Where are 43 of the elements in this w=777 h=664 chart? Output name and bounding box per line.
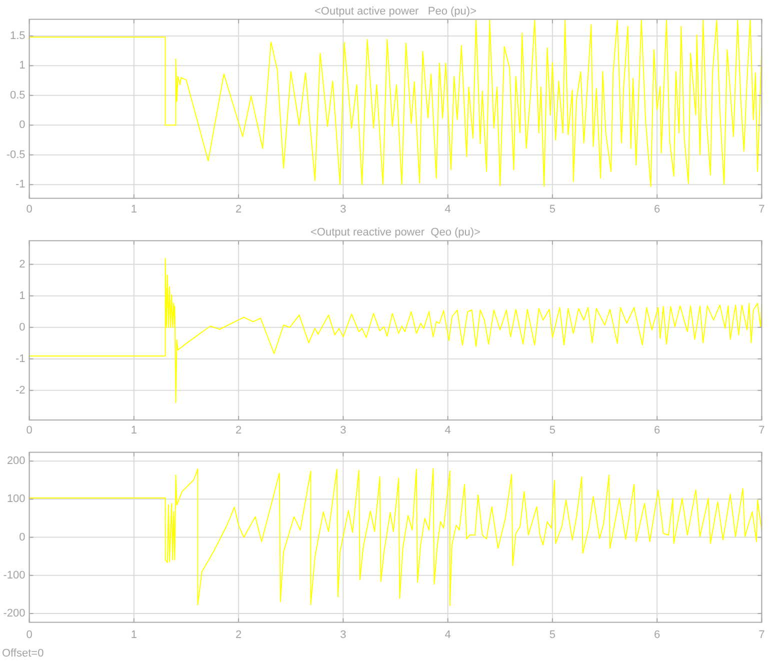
x-tick-label: 6 bbox=[654, 424, 660, 437]
chart-title: <Output active power Peo (pu)> bbox=[314, 5, 477, 18]
y-tick-label: 0 bbox=[19, 119, 26, 132]
y-tick-label: 100 bbox=[6, 493, 26, 506]
x-tick-label: 4 bbox=[444, 203, 451, 216]
y-tick-label: -100 bbox=[3, 569, 26, 582]
y-tick-label: 0.5 bbox=[10, 89, 26, 102]
x-tick-label: 2 bbox=[235, 629, 242, 641]
y-tick-label: -200 bbox=[3, 608, 26, 620]
y-tick-label: 0 bbox=[19, 531, 26, 544]
text: Offset=0 bbox=[2, 647, 44, 660]
x-tick-label: 1 bbox=[130, 629, 137, 641]
x-tick-label: 2 bbox=[235, 424, 242, 437]
y-tick-label: -0.5 bbox=[6, 148, 26, 161]
line-series bbox=[29, 468, 762, 606]
x-tick-label: 5 bbox=[549, 424, 556, 437]
x-tick-label: 7 bbox=[758, 203, 765, 216]
y-tick-label: 2 bbox=[19, 258, 26, 270]
x-tick-label: 1 bbox=[130, 203, 137, 216]
x-tick-label: 7 bbox=[758, 629, 765, 641]
x-tick-label: 5 bbox=[549, 629, 556, 641]
y-tick-label: 200 bbox=[6, 455, 26, 468]
x-tick-label: 4 bbox=[444, 629, 451, 641]
x-tick-label: 1 bbox=[130, 424, 137, 437]
y-tick-label: -1 bbox=[16, 352, 26, 365]
y-tick-label: 1 bbox=[19, 60, 26, 72]
y-tick-label: -1 bbox=[16, 178, 26, 191]
x-tick-label: 2 bbox=[235, 203, 242, 216]
x-tick-label: 6 bbox=[654, 629, 660, 641]
line-series bbox=[29, 19, 762, 187]
x-tick-label: 6 bbox=[654, 203, 660, 216]
y-tick-label: -2 bbox=[16, 384, 26, 396]
line-series bbox=[29, 258, 762, 404]
x-tick-label: 3 bbox=[340, 203, 346, 216]
y-tick-label: 1.5 bbox=[10, 30, 26, 42]
x-tick-label: 7 bbox=[758, 424, 765, 437]
x-tick-label: 3 bbox=[340, 424, 346, 437]
x-tick-label: 4 bbox=[444, 424, 451, 437]
x-tick-label: 3 bbox=[340, 629, 346, 641]
y-tick-label: 0 bbox=[19, 321, 26, 334]
x-tick-label: 5 bbox=[549, 203, 556, 216]
y-tick-label: 1 bbox=[19, 290, 26, 302]
chart-title: <Output reactive power Qeo (pu)> bbox=[310, 226, 480, 239]
